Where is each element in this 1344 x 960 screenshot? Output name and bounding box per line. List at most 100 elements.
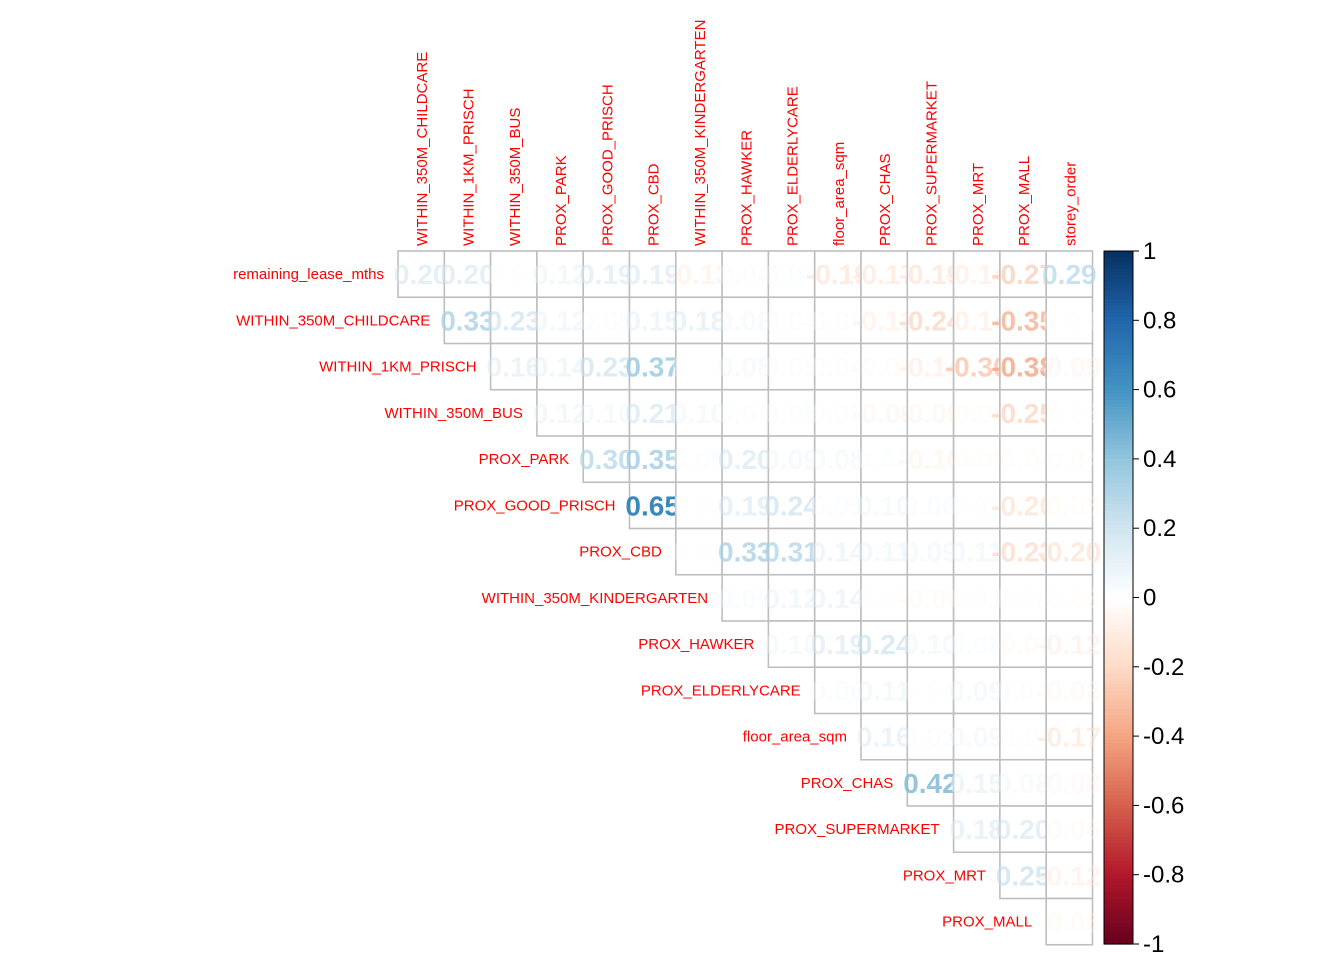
legend-gradient-step (1104, 569, 1133, 574)
legend-gradient-step (1104, 815, 1133, 820)
row-label: remaining_lease_mths (233, 266, 384, 283)
legend-gradient-step (1104, 808, 1133, 813)
cell-3-11 (906, 388, 955, 437)
cell-12-13 (999, 805, 1048, 854)
legend-gradient-step (1104, 358, 1133, 363)
cell-value: 0.16 (857, 722, 912, 753)
legend-gradient-step (1104, 580, 1133, 585)
cell-value: -0.05 (945, 398, 1009, 429)
legend-gradient-step (1104, 646, 1133, 651)
cell-value: 0.19 (718, 490, 773, 521)
legend-gradient-step (1104, 410, 1133, 415)
cell-value: 0.04 (764, 305, 819, 336)
legend-gradient-step (1104, 711, 1133, 716)
legend-gradient-step (1104, 316, 1133, 321)
cell-value: 0.20 (718, 444, 773, 475)
column-label: PROX_SUPERMARKET (923, 81, 940, 246)
legend-gradient-step (1104, 490, 1133, 495)
row-label: WITHIN_1KM_PRISCH (319, 359, 477, 376)
legend-gradient-step (1104, 749, 1133, 755)
cell-11-12 (952, 758, 1001, 807)
legend-gradient-step (1104, 673, 1133, 678)
cell-value: 0.19 (579, 259, 634, 290)
cell-value: 0.30 (579, 444, 634, 475)
legend-gradient-step (1104, 937, 1133, 942)
legend-gradient-step (1104, 320, 1133, 325)
cell-value: -0.20 (1037, 537, 1101, 568)
legend-gradient-step (1104, 424, 1133, 429)
cell-value: -0.19 (899, 259, 963, 290)
cell-3-8 (767, 388, 816, 437)
legend-gradient-step (1104, 611, 1133, 616)
legend-gradient-step (1104, 341, 1133, 346)
legend-gradient-step (1104, 299, 1133, 304)
cell-7-13 (999, 573, 1048, 622)
legend-gradient-step (1104, 361, 1133, 366)
legend-gradient-step (1104, 691, 1133, 696)
cell-5-5 (628, 481, 677, 530)
legend-gradient-step (1104, 348, 1133, 353)
legend-tick-label: -0.8 (1143, 862, 1184, 889)
legend-gradient-step (1104, 510, 1133, 515)
legend-gradient-step (1104, 736, 1133, 741)
legend-gradient-step (1104, 542, 1133, 547)
cell-value: 0.10 (672, 398, 727, 429)
legend-gradient-step (1104, 687, 1133, 692)
legend-gradient-step (1104, 344, 1133, 349)
legend-gradient-step (1104, 639, 1133, 644)
cell-value: -0.23 (991, 537, 1055, 568)
cell-value: 0.12 (533, 398, 588, 429)
row-labels: remaining_lease_mths WITHIN_350M_CHILDCAR… (233, 266, 1032, 931)
legend-gradient-step (1104, 940, 1133, 945)
legend-gradient-step (1104, 677, 1133, 682)
cell-value: 0.20 (394, 259, 449, 290)
cell-3-5 (628, 388, 677, 437)
legend-gradient-step (1104, 503, 1133, 509)
legend-tick-label: 0.4 (1143, 446, 1176, 473)
legend-gradient-step (1104, 836, 1133, 841)
legend-gradient-step (1104, 801, 1133, 806)
row-label: PROX_CBD (579, 544, 662, 561)
cell-value: 0.04 (996, 675, 1051, 706)
legend-gradient-step (1104, 770, 1133, 775)
cell-value: -0.25 (991, 398, 1055, 429)
cell-value: 0.23 (579, 352, 634, 383)
cell-value: 0.16 (487, 352, 542, 383)
cell-value: 0.08 (811, 444, 866, 475)
cell-9-12 (952, 666, 1001, 715)
legend-tick-label: -0.2 (1143, 654, 1184, 681)
cell-0-1 (443, 250, 492, 299)
cell-0-13 (999, 250, 1048, 299)
legend-gradient-step (1104, 916, 1133, 921)
cell-value: -0.13 (667, 259, 731, 290)
legend-gradient-step (1104, 621, 1133, 626)
legend-gradient-step (1104, 926, 1133, 931)
cell-value: 0.04 (718, 259, 773, 290)
legend-gradient-step (1104, 275, 1133, 280)
legend-gradient-step (1104, 656, 1133, 661)
cell-7-10 (860, 573, 909, 622)
legend-tick-label: 0.8 (1143, 307, 1176, 334)
legend-gradient-step (1104, 337, 1133, 342)
column-label: PROX_HAWKER (738, 130, 755, 246)
cell-5-10 (860, 481, 909, 530)
legend-gradient-step (1104, 251, 1133, 256)
cell-value: 0.06 (811, 675, 866, 706)
cell-6-11 (906, 527, 955, 576)
cell-4-5 (628, 435, 677, 484)
cell-6-13 (999, 527, 1048, 576)
cell-value: 0.19 (625, 259, 680, 290)
cell-7-12 (952, 573, 1001, 622)
cell-value: 0.14 (811, 537, 866, 568)
cell-value: -0.03 (1037, 398, 1101, 429)
legend-gradient-step (1104, 763, 1133, 768)
cell-value: 0.20 (996, 814, 1051, 845)
legend-gradient-step (1104, 261, 1133, 266)
cell-2-7 (721, 342, 770, 391)
legend-gradient-step (1104, 663, 1133, 668)
cell-value: 0.00 (672, 352, 727, 383)
cell-value: -0.17 (1037, 722, 1101, 753)
cell-value: 0.14 (811, 583, 866, 614)
legend-gradient-step (1104, 670, 1133, 675)
legend-gradient-step (1104, 302, 1133, 308)
